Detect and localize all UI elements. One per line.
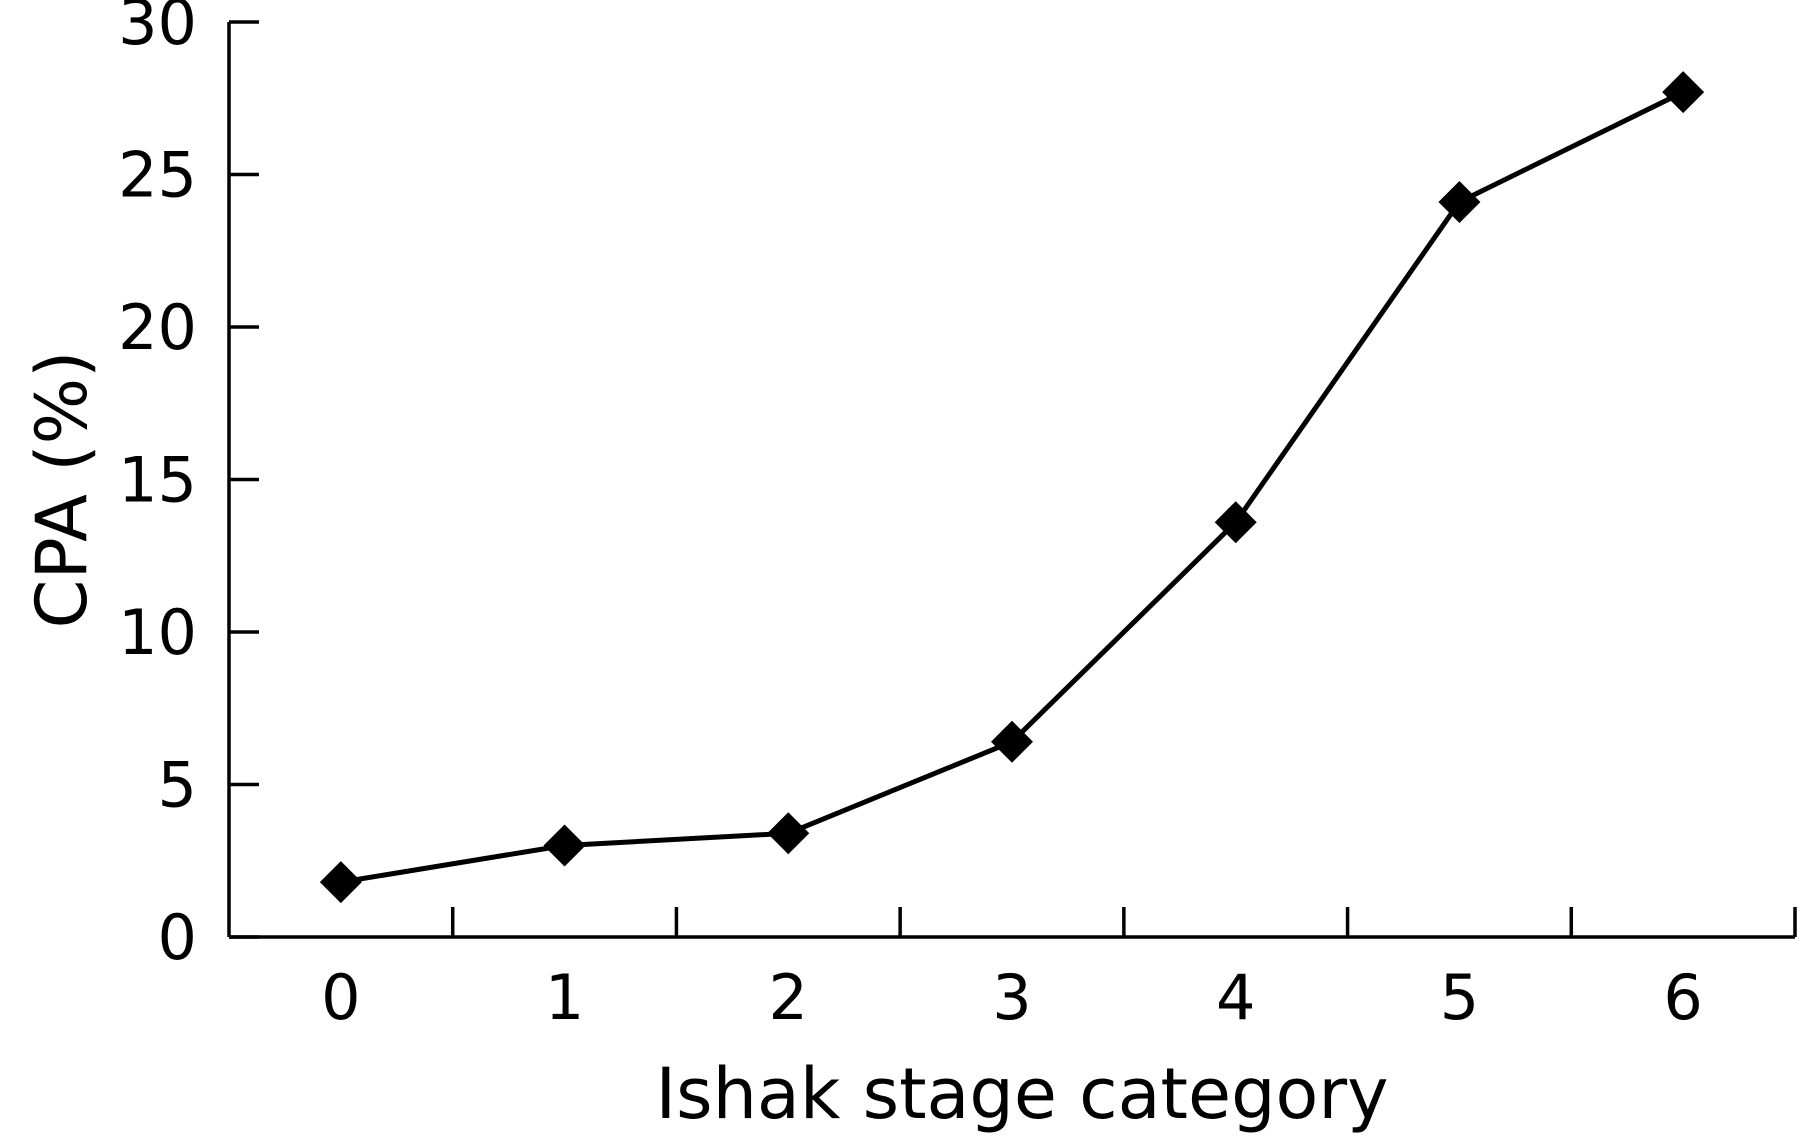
x-ticks: 0 1 2 3 4 5 6 [321,907,1797,1034]
y-tick-label: 5 [158,749,197,822]
y-tick-label: 25 [118,139,197,212]
y-ticks: 0 5 10 15 20 25 30 [118,0,259,974]
x-tick-label: 5 [1440,961,1479,1034]
data-point [543,824,586,867]
y-tick-label: 10 [118,596,197,669]
x-tick-label: 4 [1216,961,1255,1034]
data-point [1438,180,1481,223]
x-tick-label: 2 [769,961,808,1034]
data-point [767,812,810,855]
series [319,71,1705,904]
x-tick-label: 1 [545,961,584,1034]
y-tick-label: 0 [158,901,197,974]
series-line [340,89,1685,885]
x-tick-label: 6 [1663,961,1702,1034]
data-point [1662,71,1705,114]
x-tick-label: 3 [992,961,1031,1034]
x-tick-label: 0 [321,961,360,1034]
y-tick-label: 30 [118,0,197,59]
axes [227,22,1795,939]
y-tick-label: 20 [118,291,197,364]
y-axis-title: CPA (%) [21,351,103,629]
data-point [319,861,362,904]
data-point [1214,501,1257,544]
y-tick-label: 15 [118,444,197,517]
data-point [991,720,1033,763]
x-axis-title: Ishak stage category [655,1053,1388,1135]
